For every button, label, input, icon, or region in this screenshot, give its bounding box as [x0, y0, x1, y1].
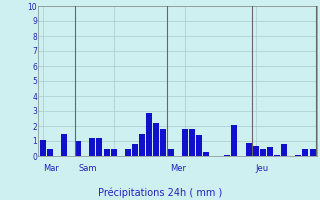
Text: Sam: Sam: [78, 164, 97, 173]
Bar: [160, 129, 166, 156]
Bar: [89, 138, 95, 156]
Bar: [189, 129, 195, 156]
Bar: [167, 148, 173, 156]
Bar: [281, 144, 287, 156]
Bar: [253, 146, 259, 156]
Text: Mer: Mer: [171, 164, 187, 173]
Text: Précipitations 24h ( mm ): Précipitations 24h ( mm ): [98, 188, 222, 198]
Bar: [75, 141, 81, 156]
Text: Mar: Mar: [43, 164, 59, 173]
Bar: [231, 124, 237, 156]
Bar: [274, 154, 280, 156]
Bar: [295, 154, 301, 156]
Bar: [139, 134, 145, 156]
Bar: [153, 123, 159, 156]
Bar: [40, 140, 46, 156]
Bar: [47, 148, 53, 156]
Bar: [196, 135, 202, 156]
Bar: [246, 142, 252, 156]
Bar: [260, 148, 266, 156]
Text: Jeu: Jeu: [256, 164, 269, 173]
Bar: [302, 148, 308, 156]
Bar: [224, 154, 230, 156]
Bar: [61, 134, 67, 156]
Bar: [309, 148, 316, 156]
Bar: [146, 112, 152, 156]
Bar: [125, 148, 131, 156]
Bar: [96, 138, 102, 156]
Bar: [104, 148, 109, 156]
Bar: [132, 144, 138, 156]
Bar: [182, 129, 188, 156]
Bar: [203, 152, 209, 156]
Bar: [111, 148, 117, 156]
Bar: [267, 147, 273, 156]
